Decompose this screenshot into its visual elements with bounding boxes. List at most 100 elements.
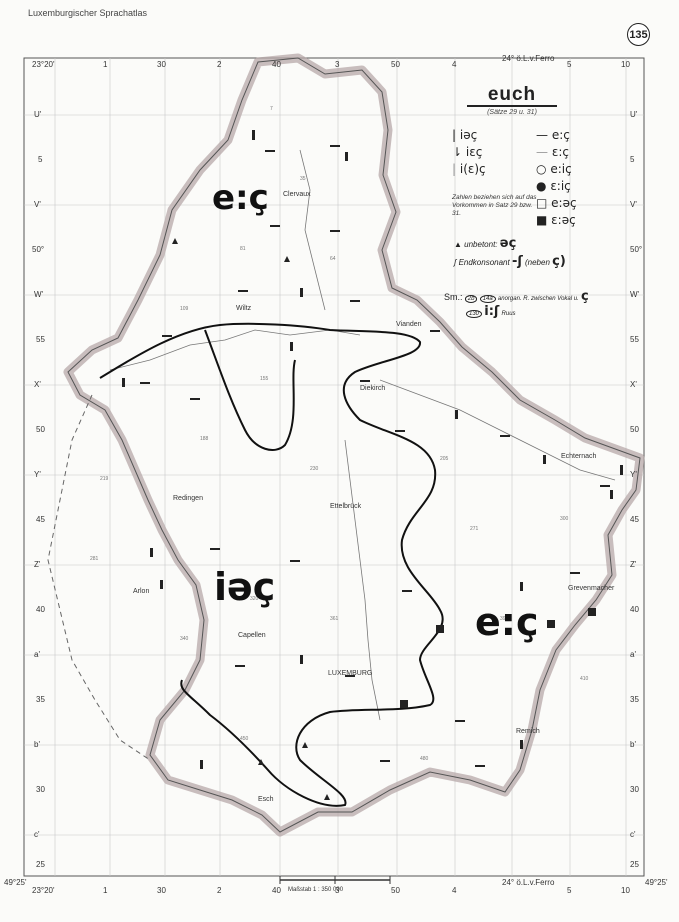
place-label: Arlon	[133, 588, 150, 595]
coord-label: 4	[452, 60, 457, 69]
svg-text:109: 109	[180, 306, 189, 312]
svg-text:390: 390	[500, 616, 509, 622]
coord-label: 23°20'	[32, 60, 55, 69]
row-label: 5	[630, 155, 635, 164]
coord-label: 2	[217, 60, 222, 69]
region-label-center: iəç	[214, 565, 276, 609]
legend-entry: □ e:əç	[536, 196, 577, 210]
atlas-title: Luxemburgischer Sprachatlas	[28, 8, 148, 18]
coord-label: 5	[567, 60, 572, 69]
coord-label: 40	[272, 886, 281, 895]
legend-neben-value: ç)	[552, 254, 566, 269]
coord-label: 3	[335, 886, 340, 895]
place-label: LUXEMBURG	[328, 670, 373, 677]
row-label: Y'	[630, 470, 637, 479]
coord-label: 50	[391, 886, 400, 895]
legend-entry: | i(ɛ)ç	[452, 162, 486, 176]
svg-text:361: 361	[330, 616, 339, 622]
row-label: W'	[630, 290, 640, 299]
legend-entry: ⇂ iɛç	[452, 145, 482, 159]
row-label: V'	[34, 200, 41, 209]
survey-point-numbers: 7 35 81 64 109 155 188 230 205 271 320 340 361 390…	[90, 106, 589, 762]
legend-text: iəç	[459, 128, 478, 142]
row-label: 25	[36, 860, 45, 869]
coord-label: 30	[157, 60, 166, 69]
legend-endkonsonant-value: -ʃ	[511, 254, 523, 269]
legend-symbol: —	[536, 128, 548, 142]
coord-label: 5	[567, 886, 572, 895]
coord-label: 1	[103, 60, 108, 69]
legend-entry: ○ e:iç	[536, 162, 572, 176]
graticule-grid	[24, 58, 644, 876]
svg-text:155: 155	[260, 376, 269, 382]
legend-unbetont: ▲ unbetont: əç	[454, 236, 516, 251]
legend-symbol: |	[452, 162, 457, 176]
row-label: 40	[36, 605, 45, 614]
legend-entry: — e:ç	[536, 128, 570, 142]
row-label: 45	[36, 515, 45, 524]
row-label: 50°	[630, 245, 643, 254]
coord-label: 50	[391, 60, 400, 69]
place-label: Remich	[516, 728, 540, 735]
row-label: 30	[36, 785, 45, 794]
row-label: Z'	[630, 560, 637, 569]
scale-bar	[279, 876, 391, 884]
legend-sm-code: 130	[466, 310, 483, 318]
row-label: 35	[630, 695, 639, 704]
region-label-east: e:ç	[475, 600, 539, 644]
row-label: c'	[34, 830, 40, 839]
legend-entries: | iəç ⇂ iɛç | i(ɛ)ç — e:ç — ɛ:ç ○ e:iç ●…	[452, 128, 642, 238]
svg-text:35: 35	[300, 176, 306, 182]
row-label: Z'	[34, 560, 41, 569]
legend-ius-note: Ruus	[501, 311, 516, 317]
scale-label: Maßstab 1 : 350 000	[288, 887, 344, 893]
legend-entry: | iəç	[452, 128, 477, 142]
legend-subtitle: (Sätze 29 u. 31)	[487, 109, 537, 116]
coord-label: 30	[157, 886, 166, 895]
svg-text:81: 81	[240, 246, 246, 252]
svg-text:480: 480	[420, 756, 429, 762]
row-label: X'	[630, 380, 637, 389]
legend-entry: ● ɛ:iç	[536, 179, 571, 193]
row-label: V'	[630, 200, 637, 209]
coord-label: 1	[103, 886, 108, 895]
row-label: 55	[36, 335, 45, 344]
legend-text: e:ç	[551, 128, 570, 142]
row-label: 55	[630, 335, 639, 344]
place-label: Redingen	[173, 495, 203, 502]
row-label: 50	[36, 425, 45, 434]
legend-entry: — ɛ:ç	[536, 145, 569, 159]
legend-text: e:əç	[551, 196, 577, 210]
place-label: Esch	[258, 796, 274, 803]
place-label: Echternach	[561, 453, 597, 460]
legend-entry: ■ ɛ:əç	[536, 213, 576, 227]
place-label: Ettelbrück	[330, 503, 362, 510]
legend-symbol: |	[452, 128, 457, 142]
place-label: Capellen	[238, 632, 266, 639]
legend-neben: (neben	[524, 258, 550, 267]
legend-unbetont-value: əç	[499, 236, 517, 251]
river	[344, 439, 381, 721]
legend-sm-note-value: ç	[580, 289, 589, 304]
svg-text:219: 219	[100, 476, 109, 482]
coord-label: 10	[621, 886, 630, 895]
row-label: 50°	[32, 245, 45, 254]
legend-text: ɛ:iç	[550, 179, 571, 193]
row-label: 35	[36, 695, 45, 704]
legend-symbol: ⇂	[452, 145, 463, 159]
row-label: 45	[630, 515, 639, 524]
coord-label: 49°25'	[645, 878, 668, 887]
map-frame	[23, 57, 645, 877]
svg-text:64: 64	[330, 256, 336, 262]
dashed-border	[47, 394, 151, 761]
triangle-icon: ▲	[454, 240, 462, 249]
legend-endkonsonant-label: Endkonsonant	[458, 258, 510, 267]
legend-symbol: ■	[536, 213, 548, 227]
esh-icon: ʃ	[454, 258, 457, 267]
legend-sm-code: 14a	[479, 295, 496, 303]
place-label: Grevenmacher	[568, 585, 615, 592]
isogloss-line	[99, 322, 444, 807]
row-label: 40	[630, 605, 639, 614]
row-label: a'	[34, 650, 40, 659]
